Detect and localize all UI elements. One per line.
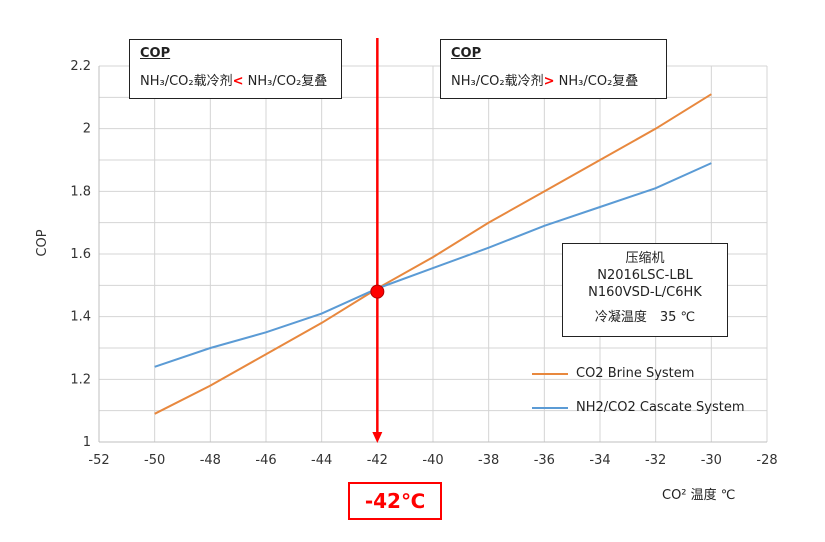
x-tick-label: -32 <box>645 453 666 468</box>
info-title: 压缩机 <box>625 251 665 266</box>
x-tick-label: -48 <box>200 453 221 468</box>
legend-label-cascade: NH2/CO2 Cascate System <box>576 400 745 415</box>
left-note-title: COP <box>140 46 171 61</box>
intersection-point <box>370 284 385 299</box>
x-tick-label: -28 <box>756 453 777 468</box>
marker-overlay <box>370 38 385 443</box>
left-note-box: COP NH₃/CO₂载冷剂< NH₃/CO₂复叠 <box>129 39 342 99</box>
y-tick-label: 1.4 <box>70 310 91 325</box>
legend-swatch-cascade <box>532 406 568 409</box>
x-tick-label: -44 <box>311 453 332 468</box>
y-tick-labels: 1 1.2 1.4 1.6 1.8 2 2.2 <box>70 59 91 450</box>
y-tick-label: 2 <box>83 122 91 137</box>
right-note-right: NH₃/CO₂复叠 <box>558 74 639 89</box>
x-tick-label: -40 <box>422 453 443 468</box>
x-tick-label: -50 <box>144 453 165 468</box>
legend-item-brine: CO2 Brine System <box>532 366 694 381</box>
left-note-left: NH₃/CO₂载冷剂 <box>140 74 233 89</box>
left-note-operator: < <box>232 74 244 89</box>
x-tick-label: -38 <box>478 453 499 468</box>
left-note-right: NH₃/CO₂复叠 <box>247 74 328 89</box>
right-note-title: COP <box>451 46 482 61</box>
series-line-brine <box>154 93 712 415</box>
x-tick-label: -52 <box>88 453 109 468</box>
left-note-comparison: NH₃/CO₂载冷剂< NH₃/CO₂复叠 <box>140 72 331 92</box>
y-axis-title: COP <box>35 229 50 256</box>
right-note-left: NH₃/CO₂载冷剂 <box>451 74 544 89</box>
x-tick-label: -42 <box>367 453 388 468</box>
info-model-2: N160VSD-L/C6HK <box>588 285 702 300</box>
y-tick-label: 1.6 <box>70 247 91 262</box>
right-note-operator: > <box>543 74 555 89</box>
series-lines <box>154 93 712 415</box>
legend-item-cascade: NH2/CO2 Cascate System <box>532 400 745 415</box>
x-tick-label: -34 <box>589 453 610 468</box>
info-condensing-temp: 冷凝温度 35 ℃ <box>594 310 696 325</box>
marker-arrowhead <box>372 432 383 443</box>
marker-temperature-label: -42℃ <box>348 482 442 520</box>
series-line-cascade <box>154 162 712 368</box>
legend-label-brine: CO2 Brine System <box>576 366 695 381</box>
x-tick-label: -30 <box>701 453 722 468</box>
y-tick-label: 1.8 <box>70 184 91 199</box>
x-axis-title: CO² 温度 ℃ <box>662 488 736 503</box>
y-tick-label: 1 <box>83 435 91 450</box>
right-note-comparison: NH₃/CO₂载冷剂> NH₃/CO₂复叠 <box>451 72 656 92</box>
info-model-1: N2016LSC-LBL <box>597 268 693 283</box>
right-note-box: COP NH₃/CO₂载冷剂> NH₃/CO₂复叠 <box>440 39 667 99</box>
compressor-info-box: 压缩机 N2016LSC-LBL N160VSD-L/C6HK 冷凝温度 35 … <box>562 243 728 337</box>
y-tick-label: 1.2 <box>70 372 91 387</box>
x-tick-label: -36 <box>534 453 555 468</box>
x-tick-labels: -52 -50 -48 -46 -44 -42 -40 -38 -36 -34 -32 -30 -28 <box>88 453 777 468</box>
y-tick-label: 2.2 <box>70 59 91 74</box>
legend-swatch-brine <box>532 372 568 375</box>
x-tick-label: -46 <box>255 453 276 468</box>
